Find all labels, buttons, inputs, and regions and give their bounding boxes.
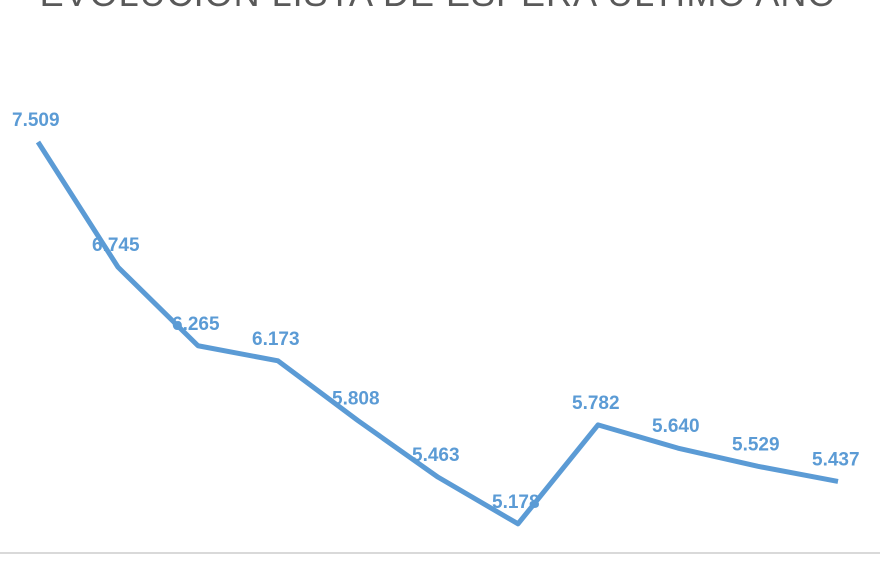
value-label: 6.745 [92, 235, 140, 256]
chart-title: EVOLUCIÓN LISTA DE ESPERA ÚLTIMO AÑO [40, 0, 837, 14]
value-label: 5.808 [332, 389, 380, 410]
value-label: 5.640 [652, 416, 700, 437]
value-label: 7.509 [12, 110, 60, 131]
value-label: 6.265 [172, 314, 220, 335]
value-label: 5.437 [812, 449, 860, 470]
value-label: 5.178 [492, 492, 540, 513]
value-label: 5.529 [732, 434, 780, 455]
data-line [35, 140, 839, 527]
value-label: 5.782 [572, 393, 620, 414]
value-label: 6.173 [252, 329, 300, 350]
value-label: 5.463 [412, 445, 460, 466]
